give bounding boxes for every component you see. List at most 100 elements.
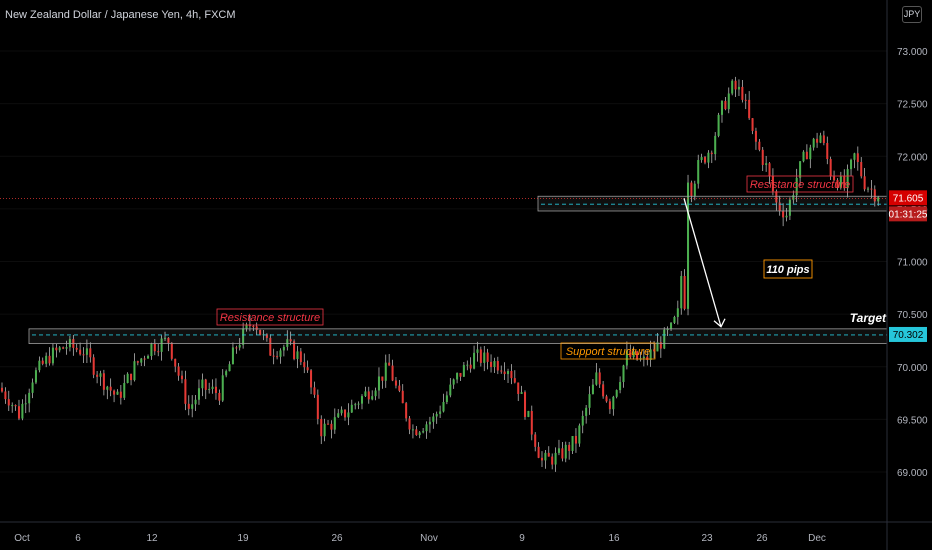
candle-down — [551, 456, 554, 465]
candle-up — [792, 195, 795, 200]
candle-up — [877, 197, 880, 202]
target-price-tag-bg — [889, 326, 927, 342]
candle-down — [496, 361, 499, 371]
last-price-tag: 71.605 — [893, 193, 924, 204]
candle-down — [92, 357, 95, 375]
x-tick-label: 16 — [608, 533, 620, 544]
candle-up — [622, 365, 625, 382]
candle-down — [75, 347, 78, 350]
candle-up — [642, 356, 645, 359]
candle-down — [41, 360, 44, 364]
candle-down — [136, 361, 139, 363]
candle-down — [167, 337, 170, 343]
candle-up — [850, 159, 853, 170]
candle-down — [490, 361, 493, 368]
candle-down — [96, 374, 99, 377]
candle-up — [374, 390, 377, 397]
projection-arrowhead — [713, 318, 726, 328]
candle-up — [323, 423, 326, 437]
candle-down — [771, 175, 774, 192]
candle-down — [320, 418, 323, 437]
candle-down — [388, 362, 391, 366]
candle-down — [748, 99, 751, 119]
candle-down — [734, 80, 737, 90]
candle-down — [829, 159, 832, 177]
candle-up — [527, 410, 530, 417]
candle-up — [360, 396, 364, 404]
candle-up — [676, 308, 679, 317]
candle-up — [45, 355, 48, 364]
candle-down — [537, 446, 540, 458]
candle-down — [646, 356, 649, 360]
candle-down — [503, 371, 506, 375]
candle-up — [24, 403, 27, 405]
currency-badge[interactable]: JPY — [902, 6, 922, 23]
candle-down — [204, 379, 207, 390]
candle-down — [381, 376, 384, 381]
candle-down — [805, 151, 808, 160]
candle-up — [680, 276, 683, 309]
candle-up — [693, 183, 696, 197]
candle-up — [279, 350, 282, 357]
candle-up — [350, 404, 353, 413]
candle-up — [731, 80, 734, 94]
candle-up — [578, 425, 581, 444]
candle-up — [425, 424, 428, 432]
candle-down — [313, 387, 316, 395]
candle-down — [398, 385, 401, 391]
candle-up — [765, 163, 768, 165]
candle-up — [147, 356, 150, 359]
candle-up — [720, 100, 724, 115]
candle-up — [867, 188, 870, 190]
resistance-label-lower: Resistance structure — [220, 312, 320, 324]
candle-down — [561, 448, 564, 459]
candle-up — [337, 413, 340, 418]
candle-up — [340, 409, 343, 414]
candle-up — [68, 339, 71, 348]
candle-down — [415, 429, 418, 436]
candle-down — [62, 347, 65, 349]
candle-down — [540, 457, 544, 461]
candle-up — [411, 429, 414, 431]
candle-down — [180, 375, 184, 380]
candle-down — [14, 405, 17, 407]
x-tick-label: 6 — [75, 533, 81, 544]
candle-up — [418, 432, 421, 436]
candle-up — [439, 411, 442, 414]
candle-up — [11, 405, 14, 407]
candle-up — [615, 390, 618, 397]
candle-down — [486, 352, 489, 362]
candle-down — [547, 452, 550, 457]
candle-down — [741, 86, 744, 100]
y-tick-label: 70.000 — [897, 363, 928, 374]
x-tick-label: 23 — [701, 533, 713, 544]
support-label: Support structure — [566, 346, 650, 358]
candle-up — [85, 348, 88, 355]
candle-up — [707, 152, 710, 163]
candle-down — [367, 391, 370, 400]
candle-up — [649, 349, 652, 360]
candle-down — [82, 354, 85, 356]
structure-zone — [28, 328, 888, 344]
candle-down — [710, 152, 713, 155]
candle-down — [768, 163, 771, 176]
y-tick-label: 73.000 — [897, 47, 928, 58]
y-tick-label: 72.000 — [897, 152, 928, 163]
candle-up — [357, 403, 360, 405]
candle-down — [843, 176, 846, 189]
y-tick-label: 69.000 — [897, 468, 928, 479]
candle-up — [133, 361, 136, 381]
resistance-label-upper: Resistance structure — [750, 179, 850, 191]
candle-up — [585, 407, 588, 416]
candle-up — [809, 147, 812, 160]
candle-down — [401, 390, 404, 404]
candle-up — [697, 160, 700, 184]
candle-up — [126, 373, 129, 383]
candle-down — [778, 202, 781, 211]
candle-up — [812, 138, 815, 148]
annotations: Resistance structure Resistance structure… — [0, 175, 887, 360]
candle-down — [724, 100, 727, 110]
candle-down — [330, 423, 333, 430]
candle-up — [619, 381, 622, 391]
